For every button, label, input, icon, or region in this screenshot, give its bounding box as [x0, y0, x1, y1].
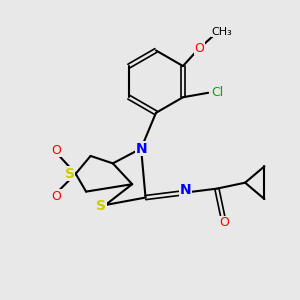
Text: O: O: [219, 216, 229, 229]
Text: N: N: [180, 183, 191, 197]
Text: O: O: [51, 143, 61, 157]
Text: O: O: [194, 42, 204, 55]
Text: Cl: Cl: [212, 86, 224, 99]
Text: S: S: [65, 167, 75, 181]
Text: N: N: [135, 142, 147, 155]
Text: CH₃: CH₃: [211, 27, 232, 37]
Text: S: S: [96, 200, 106, 214]
Text: O: O: [51, 190, 61, 202]
